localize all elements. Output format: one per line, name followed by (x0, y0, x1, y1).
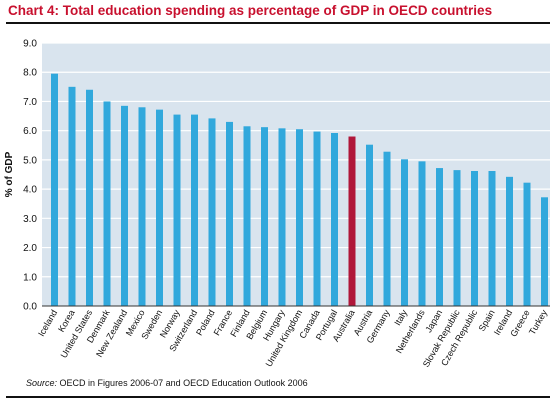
bar (401, 159, 408, 306)
bar (453, 170, 461, 306)
y-tick-label: 9.0 (23, 39, 37, 50)
x-tick-label: Italy (392, 308, 409, 328)
y-tick-label: 1.0 (23, 272, 37, 283)
bar (156, 109, 163, 306)
bar (173, 114, 181, 306)
bar (488, 170, 496, 306)
y-tick-label: 2.0 (23, 243, 37, 254)
y-tick-label: 3.0 (23, 214, 37, 225)
bar (523, 182, 531, 306)
title-rule (6, 22, 550, 24)
y-tick-label: 7.0 (23, 97, 37, 108)
bar (313, 131, 321, 306)
bar (261, 127, 268, 306)
source-text: OECD in Figures 2006-07 and OECD Educati… (59, 378, 308, 388)
bar (471, 170, 478, 306)
y-tick-label: 4.0 (23, 185, 37, 196)
bars (51, 73, 548, 307)
y-tick-label: 0.0 (23, 302, 37, 313)
bar (348, 136, 356, 306)
source-label: Source: (26, 378, 58, 388)
bar (243, 126, 251, 307)
source-note: Source: OECD in Figures 2006-07 and OECD… (26, 378, 308, 388)
bar (191, 114, 198, 306)
bar (51, 73, 58, 306)
bar (296, 129, 303, 306)
bar (383, 151, 391, 306)
y-tick-label: 6.0 (23, 126, 37, 137)
y-axis-label: % of GDP (4, 151, 15, 197)
bar (331, 133, 338, 306)
chart-title: Chart 4: Total education spending as per… (8, 3, 493, 18)
bar (226, 121, 233, 307)
bar (86, 89, 93, 306)
bar (418, 161, 426, 306)
bar (278, 128, 286, 306)
x-tick-label: Iceland (36, 308, 59, 338)
bar (138, 107, 146, 307)
bar (208, 118, 216, 306)
bar (366, 144, 373, 306)
bar (103, 101, 111, 306)
bar (68, 86, 76, 306)
bar (506, 176, 513, 306)
bar (436, 168, 443, 306)
bottom-rule (6, 396, 550, 398)
bar (121, 105, 128, 306)
bar (541, 197, 548, 306)
y-tick-label: 5.0 (23, 155, 37, 166)
y-tick-labels: 0.0 1.0 2.0 3.0 4.0 5.0 6.0 7.0 8.0 9.0 (23, 39, 37, 313)
x-tick-label: Turkey (527, 308, 549, 337)
y-tick-label: 8.0 (23, 68, 37, 79)
